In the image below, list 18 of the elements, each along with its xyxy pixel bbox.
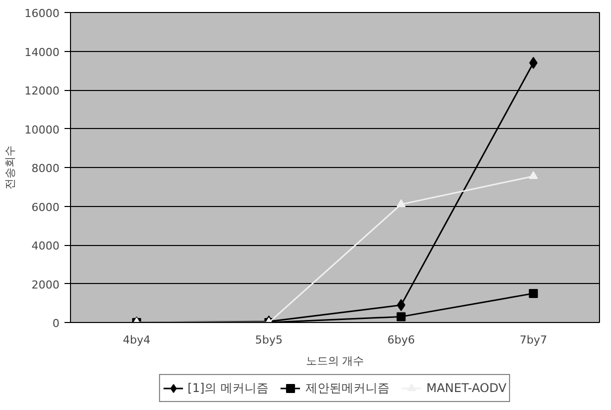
- y-tick-label: 4000: [32, 240, 60, 252]
- y-tick-label: 6000: [32, 200, 60, 214]
- y-axis-title: 전송회수: [4, 146, 17, 190]
- x-tick-label: 4by4: [122, 334, 150, 346]
- x-tick-label: 5by5: [255, 334, 283, 346]
- y-tick-label: 8000: [32, 162, 60, 175]
- x-tick-label: 7by7: [520, 334, 548, 346]
- x-tick-label: 6by6: [387, 334, 415, 346]
- y-tick-label: 12000: [24, 84, 60, 98]
- legend-label: 제안된메커니즘: [305, 380, 390, 396]
- y-tick-label: 14000: [24, 46, 60, 59]
- legend-label: MANET-AODV: [426, 381, 506, 395]
- y-tick-label: 0: [52, 317, 60, 330]
- y-tick-label: 10000: [24, 123, 60, 136]
- x-axis-title: 노드의 개수: [306, 354, 364, 368]
- y-tick-label: 16000: [24, 7, 60, 20]
- y-tick-label: 2000: [32, 278, 60, 292]
- legend-label: [1]의 메커니즘: [188, 380, 268, 396]
